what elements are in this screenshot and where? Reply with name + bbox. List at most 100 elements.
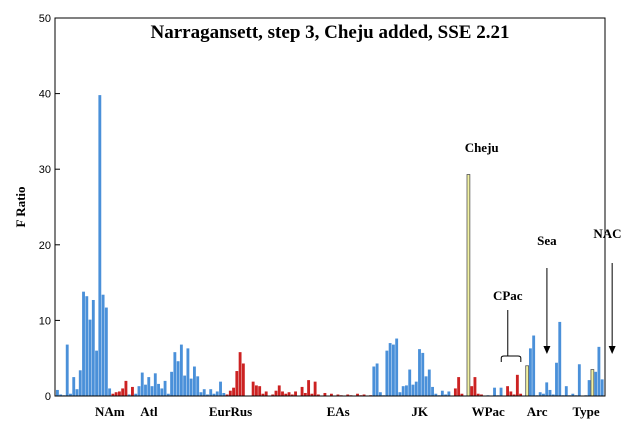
bar-68 <box>277 385 281 396</box>
bar-109 <box>411 384 415 396</box>
bar-101 <box>385 350 389 396</box>
bar-150 <box>545 382 549 396</box>
bar-84 <box>330 393 333 396</box>
bar-149 <box>542 393 545 396</box>
bar-46 <box>206 394 209 396</box>
bar-144 <box>525 365 529 397</box>
group-label-jk: JK <box>411 404 429 419</box>
bar-18 <box>114 392 118 396</box>
bar-3 <box>65 344 69 396</box>
bar-94 <box>362 394 366 396</box>
bar-116 <box>434 393 438 396</box>
bar-15 <box>104 307 108 396</box>
bar-104 <box>395 338 399 396</box>
bar-35 <box>170 371 174 396</box>
y-tick-label-0: 0 <box>45 391 51 403</box>
bar-127 <box>470 386 474 396</box>
bar-70 <box>284 393 288 396</box>
bar-4 <box>69 393 72 396</box>
bar-89 <box>346 394 350 396</box>
bar-92 <box>356 393 359 396</box>
bar-78 <box>310 393 314 396</box>
bar-32 <box>160 388 164 396</box>
bar-107 <box>405 385 408 396</box>
bar-151 <box>548 389 552 396</box>
bar-113 <box>424 376 428 396</box>
bar-163 <box>587 380 591 396</box>
bar-73 <box>294 391 297 396</box>
bar-126 <box>466 174 471 397</box>
bar-118 <box>440 390 444 396</box>
bar-98 <box>375 363 379 396</box>
bar-123 <box>457 377 461 396</box>
annotation-sea-arrowhead <box>543 346 551 354</box>
bar-6 <box>75 389 79 396</box>
bar-79 <box>313 381 317 396</box>
y-axis-label: F Ratio <box>13 186 28 227</box>
bar-23 <box>131 386 134 396</box>
bar-154 <box>558 321 562 396</box>
bar-115 <box>431 386 434 396</box>
bar-37 <box>176 361 180 396</box>
bar-110 <box>414 381 418 396</box>
bar-160 <box>577 364 581 396</box>
bar-0 <box>56 389 59 396</box>
bar-28 <box>147 377 151 396</box>
bar-148 <box>538 392 542 396</box>
group-label-atl: Atl <box>140 404 158 419</box>
bar-145 <box>528 348 532 396</box>
bar-75 <box>300 386 304 396</box>
bar-152 <box>551 394 555 396</box>
bar-45 <box>202 389 206 396</box>
bar-29 <box>150 386 154 396</box>
group-label-type: Type <box>572 404 599 419</box>
annotation-cpac-bracket <box>500 355 522 362</box>
bar-17 <box>111 393 115 396</box>
bar-5 <box>72 377 76 396</box>
annotations: Cheju CPac Sea NACC <box>465 140 622 362</box>
bar-44 <box>199 392 203 396</box>
annotation-nacc-arrowhead <box>608 346 616 354</box>
bar-14 <box>101 294 105 396</box>
bar-86 <box>336 394 340 396</box>
bar-103 <box>391 344 395 396</box>
bar-72 <box>290 394 294 396</box>
bar-120 <box>447 391 451 396</box>
bar-25 <box>137 386 141 396</box>
bar-21 <box>124 380 128 396</box>
bar-30 <box>153 373 157 396</box>
bar-153 <box>555 362 558 396</box>
bar-57 <box>241 363 245 396</box>
bar-27 <box>144 384 147 396</box>
bar-60 <box>251 381 255 396</box>
bar-39 <box>183 375 187 396</box>
bar-156 <box>564 386 568 396</box>
bar-114 <box>427 369 431 396</box>
group-label-wpac: WPac <box>472 404 505 419</box>
bar-48 <box>212 393 216 396</box>
bar-55 <box>235 371 239 396</box>
bar-141 <box>515 374 519 396</box>
bar-166 <box>597 346 601 396</box>
bar-165 <box>594 371 598 396</box>
bar-24 <box>134 393 138 396</box>
bar-42 <box>193 366 196 396</box>
bar-129 <box>476 393 480 396</box>
bar-34 <box>166 393 170 396</box>
group-label-nam: NAm <box>95 404 125 419</box>
bar-164 <box>590 369 595 397</box>
bar-38 <box>179 344 183 396</box>
bar-41 <box>189 378 193 396</box>
bar-102 <box>388 343 392 396</box>
bar-13 <box>98 95 102 397</box>
bar-9 <box>85 296 89 396</box>
bar-66 <box>271 394 275 396</box>
bar-106 <box>401 386 405 396</box>
bar-99 <box>378 392 382 396</box>
bar-64 <box>264 391 268 396</box>
bar-105 <box>398 392 402 396</box>
bar-62 <box>258 386 262 396</box>
annotation-sea: Sea <box>537 233 557 248</box>
bar-124 <box>460 393 464 396</box>
